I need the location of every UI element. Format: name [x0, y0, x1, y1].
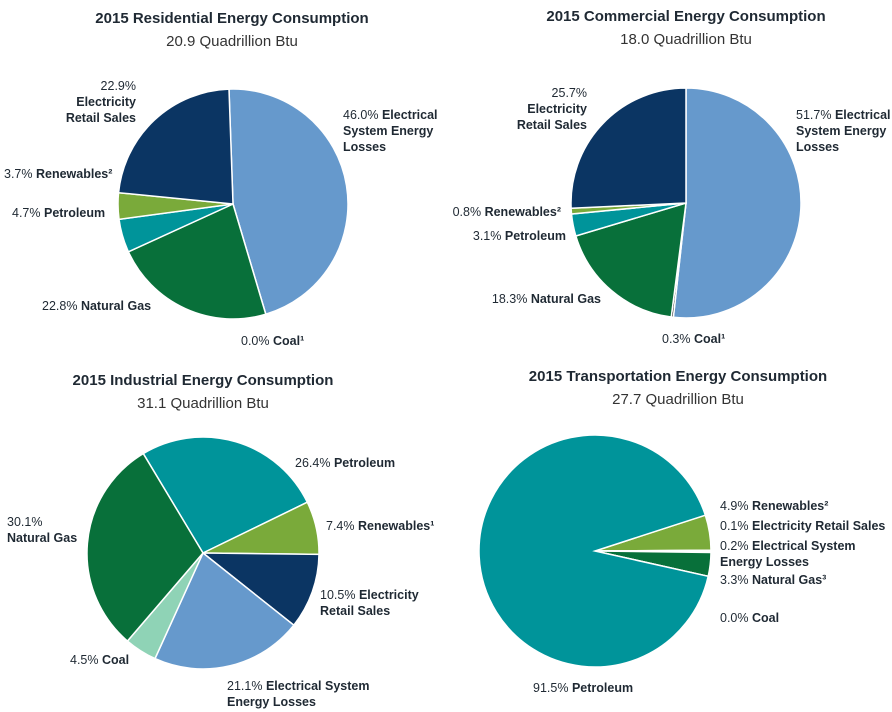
slice-name: Electrical System Energy Losses [343, 108, 438, 154]
slice-name: Renewables¹ [357, 519, 435, 533]
pie-slice [117, 88, 234, 205]
slice-percent: 30.1% [7, 515, 43, 529]
chart-subtitle: 18.0 Quadrillion Btu [620, 31, 752, 48]
slice-percent: 0.8% [452, 205, 482, 219]
slice-label: 18.3% Natural Gas [471, 291, 601, 307]
slice-name: Petroleum [571, 681, 634, 695]
slice-percent: 26.4% [295, 456, 331, 470]
slice-label: 46.0% Electrical System Energy Losses [343, 107, 458, 155]
slice-label: 0.1% Electricity Retail Sales [720, 518, 890, 534]
slice-name: Electrical System Energy Losses [720, 539, 856, 569]
slice-label: 22.8% Natural Gas [42, 298, 172, 314]
slice-percent: 4.5% [70, 653, 99, 667]
slice-label: 0.3% Coal¹ [662, 331, 762, 347]
slice-name: Natural Gas [530, 292, 601, 306]
slice-percent: 22.8% [42, 299, 78, 313]
slice-name: Natural Gas [7, 531, 78, 545]
slice-name: Electrical System Energy Losses [796, 108, 891, 154]
pie-slice [574, 201, 687, 318]
slice-name: Coal¹ [693, 332, 726, 346]
slice-percent: 3.1% [472, 229, 502, 243]
pie-slice [86, 452, 204, 643]
pie-slice [127, 202, 267, 320]
slice-name: Coal [101, 653, 130, 667]
slice-label: 10.5% Electricity Retail Sales [320, 587, 430, 619]
slice-label: 3.3% Natural Gas³ [720, 572, 890, 588]
slice-percent: 91.5% [533, 681, 569, 695]
pie-slice [200, 552, 320, 627]
slice-name: Electrical System Energy Losses [227, 679, 370, 709]
chart-title: 2015 Transportation Energy Consumption [528, 368, 828, 385]
slice-name: Coal¹ [272, 334, 305, 348]
slice-name: Renewables² [35, 167, 113, 181]
slice-name: Electricity Retail Sales [65, 95, 136, 125]
slice-percent: 0.0% [241, 334, 270, 348]
slice-label: 3.7% Renewables² [4, 166, 124, 182]
chart-title: 2015 Industrial Energy Consumption [72, 372, 334, 389]
slice-name: Petroleum [504, 229, 566, 243]
slice-percent: 46.0% [343, 108, 379, 122]
slice-label: 22.9% Electricity Retail Sales [56, 78, 136, 126]
slice-percent: 7.4% [326, 519, 355, 533]
slice-label: 25.7% Electricity Retail Sales [507, 85, 587, 133]
slice-label: 26.4% Petroleum [295, 455, 425, 471]
slice-label: 4.9% Renewables² [720, 498, 890, 514]
slice-name: Renewables² [751, 499, 829, 513]
slice-label: 4.7% Petroleum [12, 205, 122, 221]
slice-name: Petroleum [43, 206, 106, 220]
slice-percent: 0.0% [720, 611, 749, 625]
slice-percent: 18.3% [491, 292, 528, 306]
slice-name: Coal [751, 611, 780, 625]
pie-slice [142, 436, 309, 554]
slice-name: Electricity Retail Sales [751, 519, 886, 533]
slice-label: 91.5% Petroleum [533, 680, 673, 696]
slice-name: Electricity Retail Sales [320, 588, 419, 618]
slice-percent: 4.9% [720, 499, 749, 513]
slice-name: Electricity Retail Sales [516, 102, 587, 132]
pie-slice [478, 434, 710, 668]
slice-label: 21.1% Electrical System Energy Losses [227, 678, 377, 710]
slice-label: 51.7% Electrical System Energy Losses [796, 107, 891, 155]
chart-title: 2015 Commercial Energy Consumption [546, 8, 826, 25]
slice-percent: 10.5% [320, 588, 356, 602]
slice-name: Renewables² [484, 205, 561, 219]
slice-label: 7.4% Renewables¹ [326, 518, 456, 534]
slice-label: 4.5% Coal [70, 652, 150, 668]
slice-label: 0.2% Electrical System Energy Losses [720, 538, 870, 570]
slice-name: Petroleum [333, 456, 396, 470]
slice-percent: 0.2% [720, 539, 749, 553]
slice-percent: 0.1% [720, 519, 749, 533]
slice-name: Natural Gas [80, 299, 152, 313]
slice-percent: 3.3% [720, 573, 749, 587]
pie-slice [228, 88, 349, 316]
slice-percent: 21.1% [227, 679, 263, 693]
slice-label: 0.0% Coal¹ [241, 333, 341, 349]
slice-label: 0.0% Coal [720, 610, 890, 626]
slice-percent: 4.7% [12, 206, 41, 220]
chart-subtitle: 27.7 Quadrillion Btu [612, 391, 744, 408]
slice-name: Natural Gas³ [751, 573, 827, 587]
pie-slice [154, 551, 295, 670]
chart-subtitle: 20.9 Quadrillion Btu [166, 33, 298, 50]
slice-label: 30.1% Natural Gas [7, 514, 87, 546]
pie-slice [672, 87, 802, 319]
slice-label: 3.1% Petroleum [446, 228, 566, 244]
slice-percent: 51.7% [796, 108, 832, 122]
chart-subtitle: 31.1 Quadrillion Btu [137, 395, 269, 412]
slice-label: 0.8% Renewables² [431, 204, 561, 220]
slice-percent: 25.7% [551, 86, 587, 100]
slice-percent: 0.3% [662, 332, 691, 346]
pie-slice [570, 87, 687, 210]
slice-percent: 3.7% [4, 167, 33, 181]
slice-percent: 22.9% [100, 79, 136, 93]
chart-title: 2015 Residential Energy Consumption [95, 10, 369, 27]
